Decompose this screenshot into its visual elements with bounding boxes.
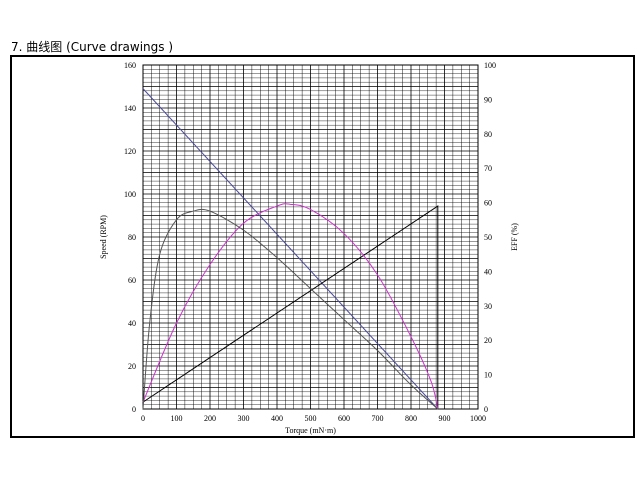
y-left-tick-label: 140 (124, 104, 136, 113)
y-right-tick-label: 10 (484, 371, 492, 380)
y-left-tick-label: 160 (124, 61, 136, 70)
y-left-tick-label: 60 (128, 276, 136, 285)
y-left-tick-label: 80 (128, 233, 136, 242)
x-tick-label: 700 (372, 414, 384, 423)
x-tick-label: 800 (405, 414, 417, 423)
section-title: 7. 曲线图 (Curve drawings ) (11, 40, 174, 54)
x-tick-label: 1000 (470, 414, 486, 423)
y-right-tick-label: 0 (484, 405, 488, 414)
x-tick-label: 100 (171, 414, 183, 423)
tick-labels: 0 100 200 300 400 500 600 700 800 900 100002040608… (124, 61, 496, 423)
y-right-tick-label: 50 (484, 233, 492, 242)
x-tick-label: 400 (271, 414, 283, 423)
frame-top-rule (10, 55, 635, 57)
y-right-tick-label: 30 (484, 302, 492, 311)
x-tick-label: 0 (141, 414, 145, 423)
x-tick-label: 200 (204, 414, 216, 423)
x-tick-label: 500 (305, 414, 317, 423)
x-tick-label: 600 (338, 414, 350, 423)
y-left-tick-label: 40 (128, 319, 136, 328)
y-right-tick-label: 70 (484, 164, 492, 173)
x-axis-label: Torque (mN·m) (285, 426, 336, 435)
y-left-tick-label: 20 (128, 362, 136, 371)
chart-frame (10, 55, 635, 438)
y-left-tick-label: 120 (124, 147, 136, 156)
y-right-tick-label: 40 (484, 267, 492, 276)
series-line-3 (142, 203, 439, 410)
y-right-tick-label: 100 (484, 61, 496, 70)
grid (143, 65, 478, 409)
y-axis-left-label: Speed (RPM) (99, 215, 108, 259)
y-right-tick-label: 20 (484, 336, 492, 345)
y-right-tick-label: 60 (484, 199, 492, 208)
x-tick-label: 900 (439, 414, 451, 423)
y-left-tick-label: 100 (124, 190, 136, 199)
y-right-tick-label: 90 (484, 95, 492, 104)
plot-border (142, 64, 479, 410)
series-line-1 (142, 88, 439, 410)
y-right-tick-label: 80 (484, 130, 492, 139)
series-lines (142, 88, 439, 410)
y-axis-right-label: EFF (%) (510, 223, 519, 251)
y-left-tick-label: 0 (132, 405, 136, 414)
series-line-2 (142, 205, 439, 409)
series-line-4 (142, 208, 439, 410)
x-tick-label: 300 (238, 414, 250, 423)
